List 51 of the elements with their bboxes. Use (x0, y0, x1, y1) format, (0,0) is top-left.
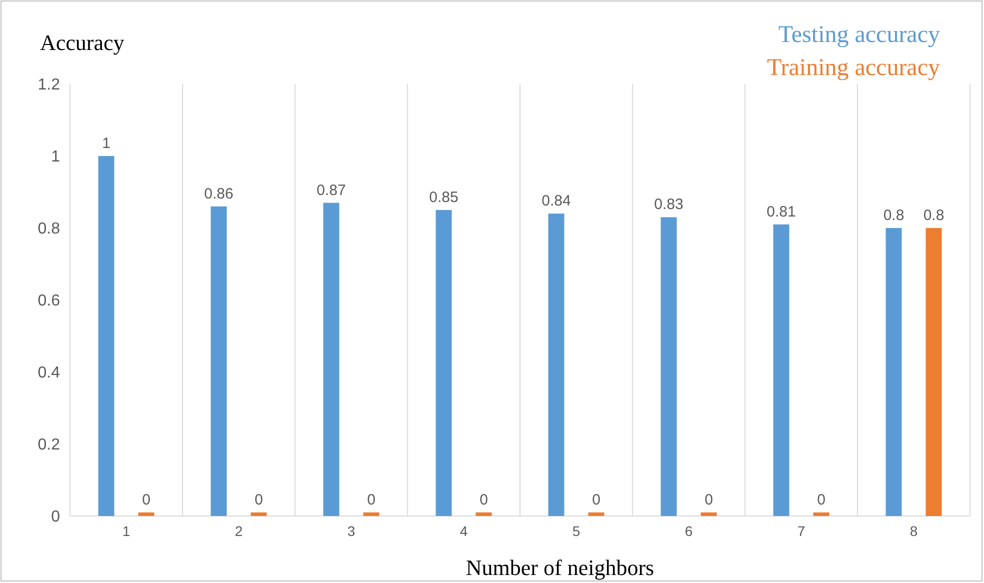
data-label: 0.84 (542, 192, 571, 210)
bar (98, 156, 114, 516)
data-label: 0.8 (923, 207, 944, 224)
x-tick-label: 7 (797, 523, 806, 539)
x-tick-label: 1 (122, 523, 130, 539)
bar (476, 512, 492, 516)
data-label: 0 (142, 491, 150, 508)
x-tick-label: 3 (347, 523, 356, 539)
y-tick-label: 0.8 (38, 220, 60, 238)
data-label: 0 (254, 491, 263, 508)
text: Training accuracy (766, 55, 940, 81)
data-label: 0.8 (883, 207, 904, 224)
y-tick-label: 0.4 (38, 364, 60, 382)
data-label: 0 (817, 491, 826, 508)
data-label: 1 (102, 135, 110, 152)
bar (886, 228, 902, 516)
y-tick-label: 0.6 (38, 292, 60, 310)
x-axis-title: Number of neighbors (466, 555, 654, 580)
y-axis-title: Accuracy (40, 30, 124, 55)
text: Testing accuracy (778, 22, 940, 48)
bar (363, 512, 380, 516)
data-label: 0.85 (429, 189, 458, 206)
y-tick-label: 0.2 (38, 436, 60, 454)
bar (926, 228, 942, 516)
bar (700, 512, 717, 516)
y-tick-label: 0 (51, 508, 60, 526)
bar (210, 206, 227, 516)
data-label: 0.86 (204, 185, 234, 202)
bar (813, 512, 830, 516)
bar (548, 214, 564, 516)
x-tick-label: 4 (460, 523, 468, 539)
y-tick-label: 1.2 (38, 76, 60, 94)
data-label: 0 (480, 491, 488, 508)
bar (250, 512, 267, 516)
data-label: 0.87 (316, 182, 346, 199)
x-tick-label: 8 (910, 523, 918, 539)
y-tick-label: 1 (51, 148, 60, 166)
data-label: 0.83 (654, 196, 684, 214)
bar (773, 224, 790, 516)
bar (138, 512, 154, 516)
data-label: 0 (592, 491, 600, 508)
data-label: 0.81 (766, 203, 796, 220)
x-tick-label: 5 (572, 523, 580, 539)
data-label: 0 (367, 491, 376, 508)
bar (660, 217, 677, 516)
data-label: 0 (704, 491, 713, 508)
bar (588, 512, 604, 516)
x-tick-label: 6 (684, 523, 693, 539)
bar (323, 202, 340, 516)
bar (436, 210, 452, 516)
x-tick-label: 2 (234, 523, 243, 539)
